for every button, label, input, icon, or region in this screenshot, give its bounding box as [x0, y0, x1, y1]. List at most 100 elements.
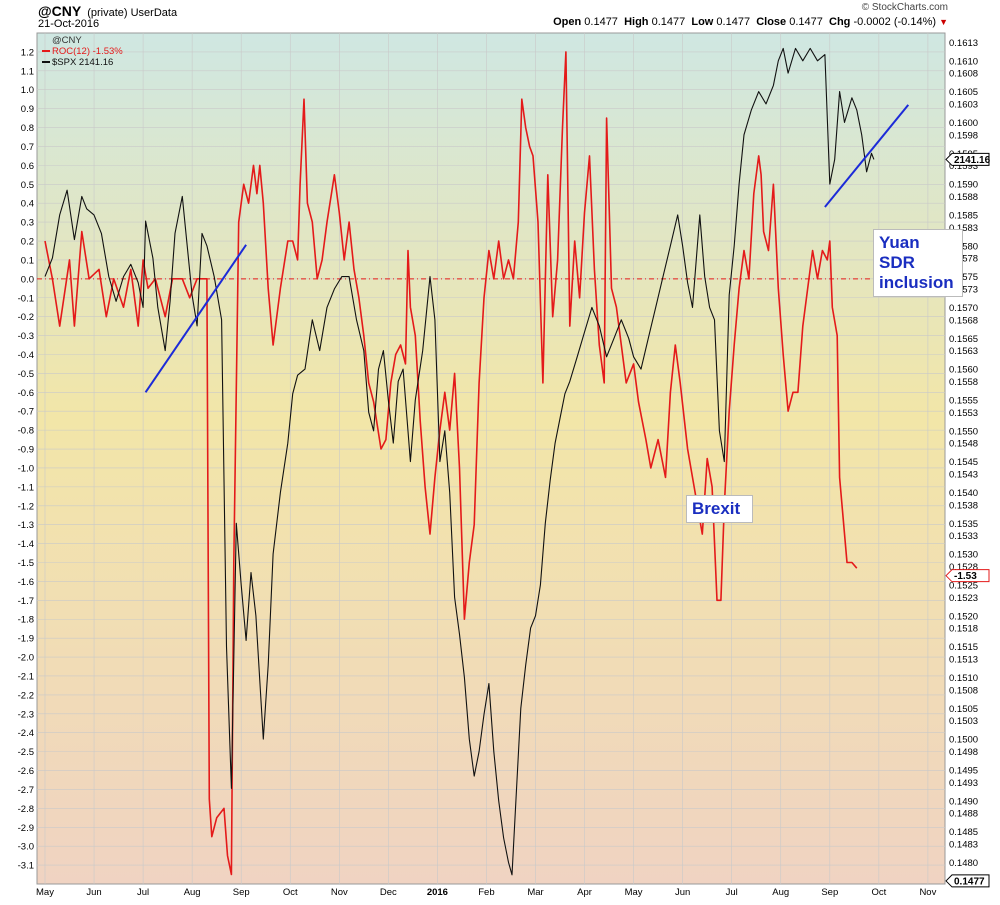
right-tick-label: 0.1590 — [949, 180, 978, 191]
symbol-name: @CNY — [38, 3, 82, 19]
symbol-subtitle: (private) UserData — [87, 7, 178, 19]
left-tick-label: -1.1 — [18, 482, 34, 493]
right-tick-label: 0.1493 — [949, 778, 978, 789]
right-tick-label: 0.1610 — [949, 56, 978, 67]
x-tick-label: Aug — [184, 887, 201, 898]
right-tick-label: 0.1563 — [949, 346, 978, 357]
right-tick-label: 0.1583 — [949, 223, 978, 234]
right-tick-label: 0.1558 — [949, 377, 978, 388]
left-tick-label: -2.4 — [18, 728, 34, 739]
right-tick-label: 0.1593 — [949, 161, 978, 172]
x-tick-label: May — [36, 887, 54, 898]
left-tick-label: -1.9 — [18, 634, 34, 645]
right-tick-label: 0.1523 — [949, 593, 978, 604]
left-tick-label: -0.2 — [18, 312, 34, 323]
right-tick-label: 0.1525 — [949, 580, 978, 591]
left-tick-label: -0.4 — [18, 350, 34, 361]
left-tick-label: -1.0 — [18, 463, 34, 474]
x-tick-label: Jul — [726, 887, 738, 898]
left-tick-label: -2.5 — [18, 747, 34, 758]
brand-watermark: © StockCharts.com — [861, 2, 948, 13]
x-tick-label: Feb — [478, 887, 494, 898]
right-tick-label: 0.1518 — [949, 624, 978, 635]
value-tag-label: 0.1477 — [954, 876, 985, 887]
roc-series-line — [44, 51, 858, 876]
left-tick-label: -2.3 — [18, 709, 34, 720]
right-tick-label: 0.1528 — [949, 562, 978, 573]
x-tick-label: Apr — [577, 887, 592, 898]
right-tick-label: 0.1560 — [949, 365, 978, 376]
right-tick-label: 0.1520 — [949, 611, 978, 622]
left-tick-label: -2.8 — [18, 804, 34, 815]
chg-label: Chg — [829, 16, 851, 28]
right-tick-label: 0.1483 — [949, 839, 978, 850]
right-tick-label: 0.1573 — [949, 284, 978, 295]
right-tick-label: 0.1575 — [949, 272, 978, 283]
right-tick-label: 0.1498 — [949, 747, 978, 758]
legend-entry: $SPX 2141.16 — [52, 57, 113, 68]
trendline-2 — [824, 104, 910, 208]
right-tick-label: 0.1570 — [949, 303, 978, 314]
left-tick-label: 0.4 — [21, 199, 34, 210]
left-tick-label: -3.1 — [18, 861, 34, 872]
x-tick-label: Nov — [331, 887, 348, 898]
down-arrow-icon: ▼ — [939, 17, 948, 27]
left-tick-label: -2.9 — [18, 823, 34, 834]
right-tick-label: 0.1508 — [949, 685, 978, 696]
open-value: 0.1477 — [584, 16, 618, 28]
right-tick-label: 0.1545 — [949, 457, 978, 468]
left-tick-label: -0.6 — [18, 388, 34, 399]
left-tick-label: 0.1 — [21, 255, 34, 266]
left-tick-label: -2.0 — [18, 653, 34, 664]
x-tick-label: Jun — [86, 887, 101, 898]
chg-value: -0.0002 (-0.14%) — [853, 16, 937, 28]
x-tick-label: Aug — [772, 887, 789, 898]
left-tick-label: -0.5 — [18, 369, 34, 380]
high-value: 0.1477 — [651, 16, 686, 28]
value-tag — [945, 152, 990, 166]
left-tick-label: -1.6 — [18, 577, 34, 588]
left-tick-label: 0.0 — [21, 274, 34, 285]
left-tick-label: -3.0 — [18, 842, 34, 853]
x-tick-label: Mar — [527, 887, 543, 898]
spx-series-line — [44, 47, 875, 876]
value-tag — [945, 569, 990, 583]
value-tag-label: -1.53 — [954, 571, 977, 582]
right-tick-label: 0.1580 — [949, 241, 978, 252]
x-tick-label: Jun — [675, 887, 690, 898]
right-tick-label: 0.1535 — [949, 519, 978, 530]
x-tick-label: Oct — [283, 887, 298, 898]
left-tick-label: 0.9 — [21, 104, 34, 115]
right-tick-label: 0.1538 — [949, 500, 978, 511]
left-tick-label: -0.8 — [18, 426, 34, 437]
low-label: Low — [691, 16, 714, 28]
right-tick-label: 0.1608 — [949, 69, 978, 80]
right-tick-label: 0.1585 — [949, 210, 978, 221]
right-tick-label: 0.1540 — [949, 488, 978, 499]
right-tick-label: 0.1543 — [949, 469, 978, 480]
right-tick-label: 0.1598 — [949, 130, 978, 141]
left-tick-label: -1.2 — [18, 501, 34, 512]
right-tick-label: 0.1510 — [949, 673, 978, 684]
x-tick-label: Sep — [233, 887, 250, 898]
right-tick-label: 0.1568 — [949, 315, 978, 326]
value-tag — [945, 874, 990, 888]
brexit-annotation: Brexit — [686, 495, 753, 523]
plot-area — [36, 32, 946, 885]
close-value: 0.1477 — [789, 16, 823, 28]
right-tick-label: 0.1530 — [949, 550, 978, 561]
low-value: 0.1477 — [716, 16, 751, 28]
right-tick-label: 0.1588 — [949, 192, 978, 203]
right-tick-label: 0.1503 — [949, 716, 978, 727]
left-tick-label: -1.5 — [18, 558, 34, 569]
right-tick-label: 0.1578 — [949, 254, 978, 265]
left-tick-label: 1.2 — [21, 47, 34, 58]
left-tick-label: -0.1 — [18, 293, 34, 304]
right-tick-label: 0.1565 — [949, 334, 978, 345]
x-tick-label: Sep — [821, 887, 838, 898]
right-tick-label: 0.1600 — [949, 118, 978, 129]
left-tick-label: -0.3 — [18, 331, 34, 342]
close-label: Close — [756, 16, 787, 28]
left-tick-label: 0.3 — [21, 218, 34, 229]
left-tick-label: -0.7 — [18, 407, 34, 418]
